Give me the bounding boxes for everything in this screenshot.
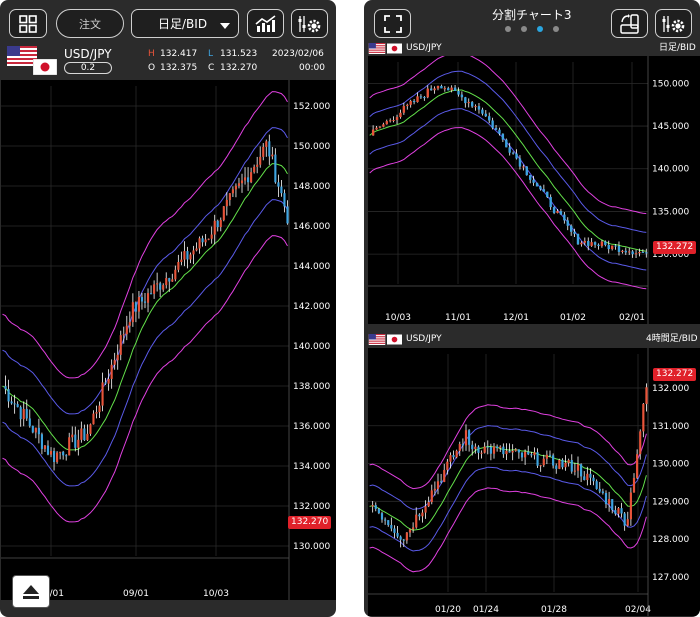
x-tick-label: 01/20 (435, 605, 461, 615)
left-chart-screen: 注文 日足/BID USD/JPY 0.2 (0, 0, 336, 617)
layout-button[interactable] (9, 9, 47, 38)
bottom-chart[interactable]: 132.000 131.000 130.000 129.000 128.000 127.0… (368, 348, 700, 616)
x-tick-label: 12/01 (503, 313, 529, 323)
y-tick-label: 130.000 (293, 542, 330, 552)
jp-flag-icon (387, 43, 402, 54)
spread-badge: 0.2 (64, 62, 112, 74)
currency-pair: USD/JPY (64, 47, 112, 61)
bottom-chart-timeframe: 4時間足/BID (646, 334, 698, 344)
y-tick-label: 152.000 (293, 102, 330, 112)
open-price: O 132.375 (148, 63, 198, 73)
y-tick-label: 150.000 (293, 142, 330, 152)
date-label: 2023/02/06 (272, 49, 324, 59)
top-chart[interactable]: 150.000 145.000 140.000 135.000 130.000 10/03… (368, 56, 700, 324)
top-chart-timeframe: 日足/BID (659, 43, 696, 53)
x-tick-label: 10/03 (203, 589, 229, 599)
us-flag-icon (7, 46, 37, 66)
us-flag-icon (368, 334, 386, 345)
x-tick-label: 02/01 (619, 313, 645, 323)
y-tick-label: 150.000 (652, 79, 689, 89)
x-tick-label: 08/01 (38, 589, 64, 599)
y-tick-label: 136.000 (293, 422, 330, 432)
y-tick-label: 129.000 (652, 497, 689, 507)
chevron-down-icon (220, 23, 230, 29)
indicator-button[interactable] (247, 9, 284, 38)
settings-button-right[interactable] (655, 9, 692, 38)
x-tick-label: 02/04 (625, 605, 651, 615)
time-label: 00:00 (299, 63, 325, 73)
grid-icon (19, 14, 37, 33)
y-tick-label: 135.000 (652, 207, 689, 217)
eject-button[interactable] (12, 575, 50, 608)
settings-button[interactable] (291, 9, 328, 38)
timeframe-label: 日足/BID (158, 17, 208, 31)
low-price: L 131.523 (208, 49, 258, 59)
x-tick-label: 09/01 (123, 589, 149, 599)
gear-icon (298, 15, 320, 32)
page-dot-3[interactable] (537, 26, 543, 32)
top-current-price-badge: 132.272 (653, 241, 697, 254)
y-tick-label: 132.000 (652, 384, 689, 394)
y-tick-label: 134.000 (293, 462, 330, 472)
rotate-screen-icon (619, 13, 639, 34)
timeframe-dropdown[interactable]: 日足/BID (131, 9, 239, 38)
rotate-button[interactable] (611, 9, 648, 38)
x-tick-label: 01/28 (541, 605, 567, 615)
y-tick-label: 148.000 (293, 182, 330, 192)
bottom-current-price-badge: 132.272 (653, 368, 697, 381)
y-tick-label: 145.000 (652, 122, 689, 132)
y-tick-label: 127.000 (652, 573, 689, 583)
x-tick-label: 01/02 (560, 313, 586, 323)
fullscreen-icon (383, 14, 402, 33)
x-tick-label: 10/03 (385, 313, 411, 323)
y-tick-label: 140.000 (652, 165, 689, 175)
high-price: H 132.417 (148, 49, 198, 59)
x-tick-label: 11/01 (445, 313, 471, 323)
x-tick-label: 01/24 (473, 605, 499, 615)
fullscreen-button[interactable] (374, 9, 411, 38)
page-dot-1[interactable] (505, 26, 511, 32)
jp-flag-icon (33, 59, 57, 75)
main-chart[interactable]: 152.000 150.000 148.000 146.000 144.000 142.0… (1, 80, 336, 600)
y-tick-label: 132.000 (293, 502, 330, 512)
bottom-chart-pair: USD/JPY (406, 334, 442, 344)
gear-icon (662, 15, 684, 32)
eject-icon (23, 584, 39, 599)
close-price: C 132.270 (208, 63, 258, 73)
y-tick-label: 144.000 (293, 262, 330, 272)
split-chart-title: 分割チャート3 (492, 8, 572, 22)
y-tick-label: 138.000 (293, 382, 330, 392)
y-tick-label: 128.000 (652, 535, 689, 545)
y-tick-label: 142.000 (293, 302, 330, 312)
page-dot-2[interactable] (521, 26, 527, 32)
y-tick-label: 130.000 (652, 250, 689, 260)
order-button[interactable]: 注文 (56, 9, 124, 38)
current-price-badge: 132.270 (288, 516, 332, 529)
y-tick-label: 131.000 (652, 422, 689, 432)
y-tick-label: 146.000 (293, 222, 330, 232)
split-chart-screen: 分割チャート3 USD/JPY 日足/BID (364, 0, 700, 617)
y-tick-label: 130.000 (652, 460, 689, 470)
y-tick-label: 140.000 (293, 342, 330, 352)
jp-flag-icon (387, 334, 402, 345)
page-indicator[interactable] (505, 26, 559, 32)
chart-trend-icon (254, 14, 275, 32)
top-chart-pair: USD/JPY (406, 43, 442, 53)
page-dot-4[interactable] (553, 26, 559, 32)
us-flag-icon (368, 43, 386, 54)
order-button-label: 注文 (79, 17, 101, 31)
